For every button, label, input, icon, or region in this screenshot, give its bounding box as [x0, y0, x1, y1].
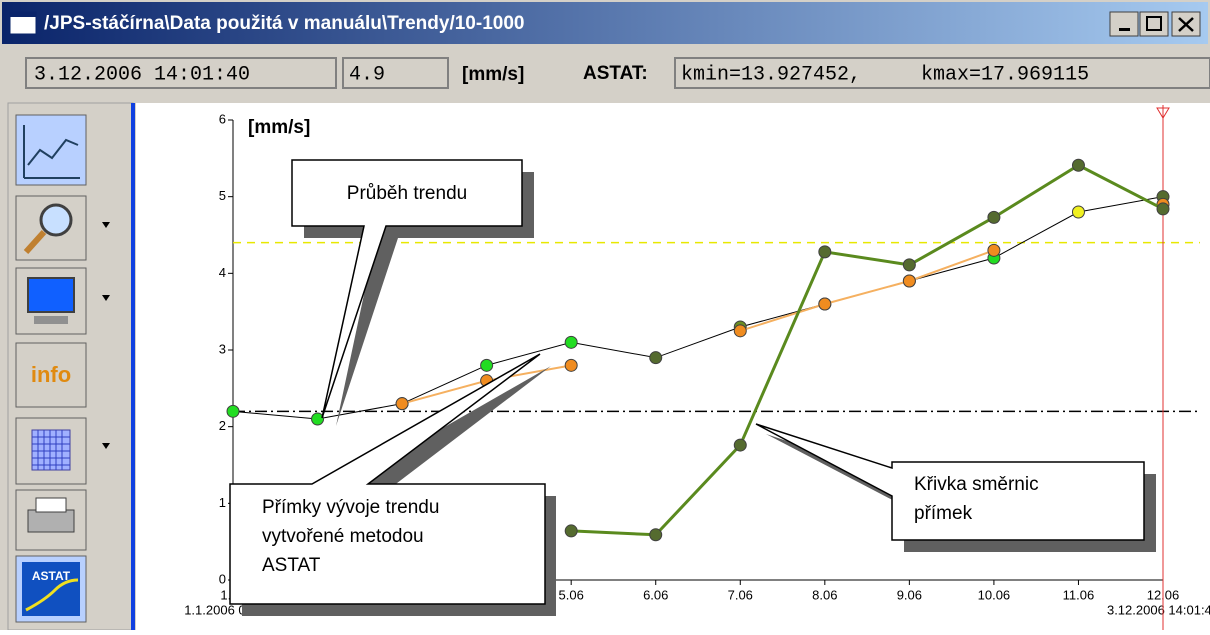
callout-text: ASTAT: [262, 555, 321, 576]
data-point: [818, 297, 832, 311]
maximize-button[interactable]: [1139, 11, 1169, 37]
data-point: [564, 358, 578, 372]
info-label: info: [31, 362, 71, 387]
series-line: [571, 163, 1164, 537]
data-point: [1071, 158, 1085, 172]
data-point: [649, 351, 663, 365]
data-point: [902, 258, 916, 272]
toolbar-divider: [131, 103, 135, 630]
astat-icon-label: ASTAT: [32, 569, 71, 583]
y-tick-label: 3: [219, 341, 226, 356]
dropdown-arrow[interactable]: [102, 222, 110, 228]
callout-text: Průběh trendu: [347, 183, 467, 204]
value-text: 4.9: [349, 63, 385, 86]
grid-icon-lines: [32, 430, 70, 470]
data-point: [733, 324, 747, 338]
callout-box: [755, 423, 1145, 541]
data-point: [311, 412, 325, 426]
x-tick-label: 7.06: [728, 587, 753, 602]
screen-stand: [34, 316, 68, 324]
y-tick-label: 2: [219, 418, 226, 433]
data-point: [649, 528, 663, 542]
y-axis-label: [mm/s]: [248, 117, 310, 138]
datetime-field: [25, 57, 337, 89]
y-tick-label: 0: [219, 571, 226, 586]
callout-text: Křivka směrnic: [914, 474, 1039, 495]
trend-button[interactable]: [15, 114, 87, 186]
x-tick-label: 5.06: [559, 587, 584, 602]
data-point: [733, 438, 747, 452]
x-tick-label: 6.06: [643, 587, 668, 602]
x-tick-label: 8.06: [812, 587, 837, 602]
datetime-text: 3.12.2006 14:01:40: [34, 63, 250, 86]
data-point: [564, 335, 578, 349]
window-title: /JPS-stáčírna\Data použitá v manuálu\Tre…: [44, 13, 524, 34]
astat-icon-curve: [25, 578, 79, 612]
value-field: [342, 57, 449, 89]
minimize-glyph: [1119, 28, 1130, 31]
callouts: Průběh trendu Přímky vývoje trendu vytvo…: [229, 159, 1156, 616]
data-point: [480, 358, 494, 372]
cursor-marker: [1156, 107, 1170, 119]
callout-text: přímek: [914, 503, 973, 524]
y-tick-label: 4: [219, 265, 226, 280]
close-glyph: [1178, 17, 1194, 32]
data-point: [226, 404, 240, 418]
zoom-handle: [23, 229, 47, 255]
y-tick-label: 6: [219, 111, 226, 126]
astat-field: [674, 57, 1210, 89]
data-point: [987, 243, 1001, 257]
y-tick-label: 1: [219, 495, 226, 510]
x-tick-label: 9.06: [897, 587, 922, 602]
window-icon-bar: [10, 12, 36, 17]
data-point: [818, 245, 832, 259]
x-end-label: 3.12.2006 14:01:40: [1107, 602, 1210, 617]
callout-box: [229, 353, 546, 605]
series-line: [232, 196, 1164, 420]
zoom-icon: [39, 203, 73, 237]
maximize-glyph: [1146, 16, 1162, 31]
title-bar: [2, 2, 1208, 44]
dropdown-arrow[interactable]: [102, 443, 110, 449]
data-point: [395, 397, 409, 411]
callout-text: Přímky vývoje trendu: [262, 497, 439, 518]
data-point: [564, 524, 578, 538]
astat-label: ASTAT:: [583, 63, 648, 84]
data-point: [987, 210, 1001, 224]
x-tick-label: 11.06: [1063, 587, 1095, 602]
info-button[interactable]: [15, 342, 87, 408]
x-tick-label: 10.06: [978, 587, 1011, 602]
series-line: [739, 249, 995, 332]
toolbar: info ASTAT: [15, 114, 110, 623]
data-point: [902, 274, 916, 288]
callout-box: [291, 159, 523, 419]
print-icon: [27, 509, 75, 533]
astat-text: kmin=13.927452, kmax=17.969115: [681, 63, 1089, 86]
trend-icon: [23, 125, 80, 179]
minimize-button[interactable]: [1109, 11, 1139, 37]
data-point: [1156, 202, 1170, 216]
window-buttons: [1109, 11, 1201, 37]
data-point: [1071, 205, 1085, 219]
callout-text: vytvořené metodou: [262, 526, 424, 547]
y-tick-label: 5: [219, 188, 226, 203]
screen-icon: [27, 277, 75, 313]
print-paper: [35, 497, 67, 513]
dropdown-arrow[interactable]: [102, 295, 110, 301]
unit-text: [mm/s]: [462, 64, 524, 85]
